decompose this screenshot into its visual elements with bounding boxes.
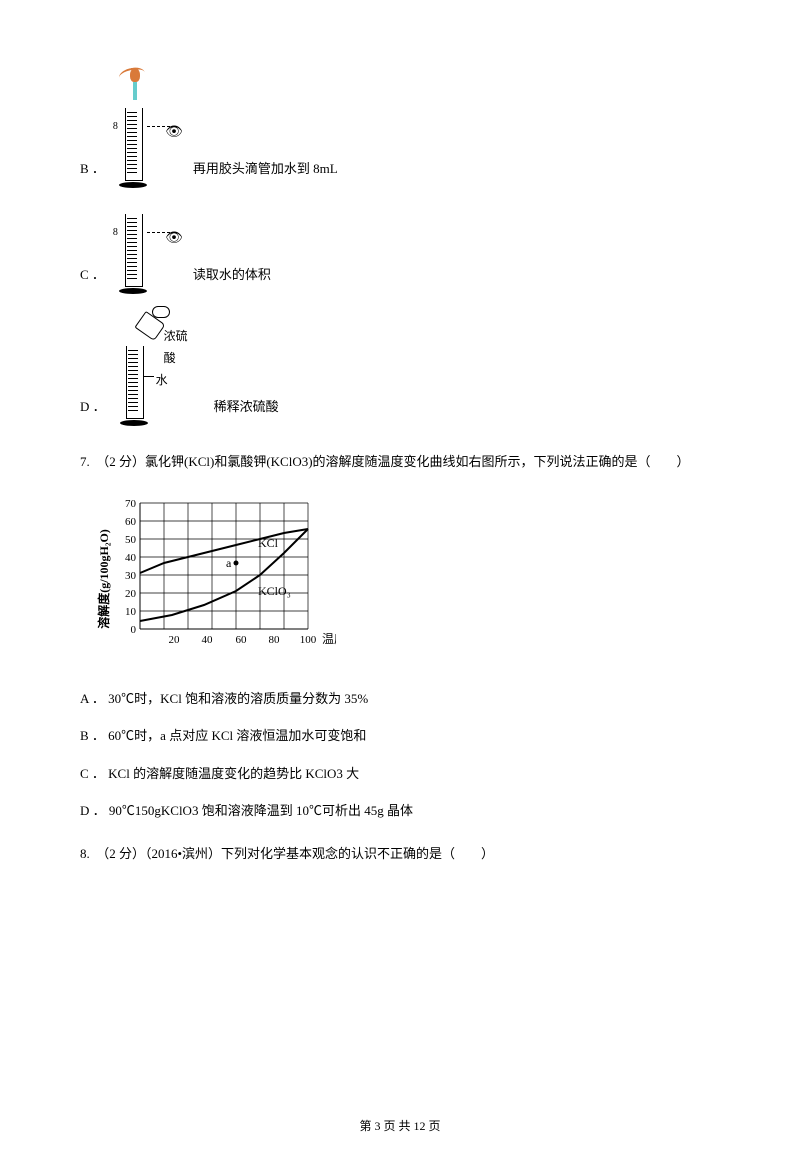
water-label: 水 xyxy=(156,370,168,392)
point-a-marker xyxy=(234,561,239,566)
svg-text:50: 50 xyxy=(125,534,137,546)
option-c-text: 读取水的体积 xyxy=(193,263,271,286)
kclo3-label: KClO₃ xyxy=(258,584,291,598)
svg-text:70: 70 xyxy=(125,498,137,510)
page: B ． 8 👁 再用胶头滴管加水到 8mL C ． 8 👁 读取水的体 xyxy=(0,0,800,1150)
option-c-row: C ． 8 👁 读取水的体积 xyxy=(80,204,720,294)
svg-text:20: 20 xyxy=(169,634,181,646)
scale-mark-c: 8 xyxy=(113,224,118,242)
svg-text:60: 60 xyxy=(236,634,248,646)
cylinder-b-figure: 8 👁 xyxy=(117,98,147,188)
cylinder-c-figure: 8 👁 xyxy=(117,204,147,294)
option-b-label: B ． xyxy=(80,157,105,180)
page-footer: 第 3 页 共 12 页 xyxy=(0,1116,800,1138)
q7-option-d: D ． 90℃150gKClO3 饱和溶液降温到 10℃可析出 45g 晶体 xyxy=(80,799,720,822)
option-c-label: C ． xyxy=(80,263,105,286)
q8-stem: 8. （2 分）（2016•滨州）下列对化学基本观念的认识不正确的是（ ） xyxy=(80,842,720,865)
svg-text:20: 20 xyxy=(125,588,137,600)
svg-text:100: 100 xyxy=(300,634,317,646)
chart-grid xyxy=(140,503,308,629)
svg-text:80: 80 xyxy=(269,634,281,646)
option-d-label: D ． xyxy=(80,395,106,418)
dropper-icon xyxy=(123,68,147,102)
eye-icon: 👁 xyxy=(165,120,183,145)
q7-stem: 7. （2 分）氯化钾(KCl)和氯酸钾(KClO3)的溶解度随温度变化曲线如右… xyxy=(80,450,720,473)
q7-option-a: A ． 30℃时，KCl 饱和溶液的溶质质量分数为 35% xyxy=(80,687,720,710)
y-ticks: 0 10 20 30 40 50 60 70 xyxy=(125,498,137,636)
x-ticks: 20 40 60 80 100 xyxy=(169,634,317,646)
scale-mark-b: 8 xyxy=(113,118,118,136)
kcl-curve xyxy=(140,529,308,573)
x-axis-label: 温度(℃) xyxy=(322,631,336,646)
eye-icon: 👁 xyxy=(165,226,183,251)
svg-text:40: 40 xyxy=(125,552,137,564)
svg-text:40: 40 xyxy=(202,634,214,646)
pour-label: 浓硫酸 xyxy=(164,326,198,369)
q7-option-c: C ． KCl 的溶解度随温度变化的趋势比 KClO3 大 xyxy=(80,762,720,785)
option-d-text: 稀释浓硫酸 xyxy=(214,395,279,418)
option-b-text: 再用胶头滴管加水到 8mL xyxy=(193,157,338,180)
y-axis-label: 溶解度(g/100gH₂O) xyxy=(96,530,111,630)
kcl-label: KCl xyxy=(258,536,279,550)
svg-text:10: 10 xyxy=(125,606,137,618)
q7-option-b: B ． 60℃时，a 点对应 KCl 溶液恒温加水可变饱和 xyxy=(80,724,720,747)
option-b-row: B ． 8 👁 再用胶头滴管加水到 8mL xyxy=(80,68,720,188)
svg-text:30: 30 xyxy=(125,570,137,582)
cylinder-d-figure: 浓硫酸 水 xyxy=(118,336,198,426)
point-a-label: a xyxy=(226,556,232,570)
solubility-chart: 溶解度(g/100gH₂O) xyxy=(96,489,720,666)
option-d-row: D ． 浓硫酸 水 稀释浓硫酸 xyxy=(80,310,720,426)
svg-text:0: 0 xyxy=(131,624,137,636)
svg-text:60: 60 xyxy=(125,516,137,528)
